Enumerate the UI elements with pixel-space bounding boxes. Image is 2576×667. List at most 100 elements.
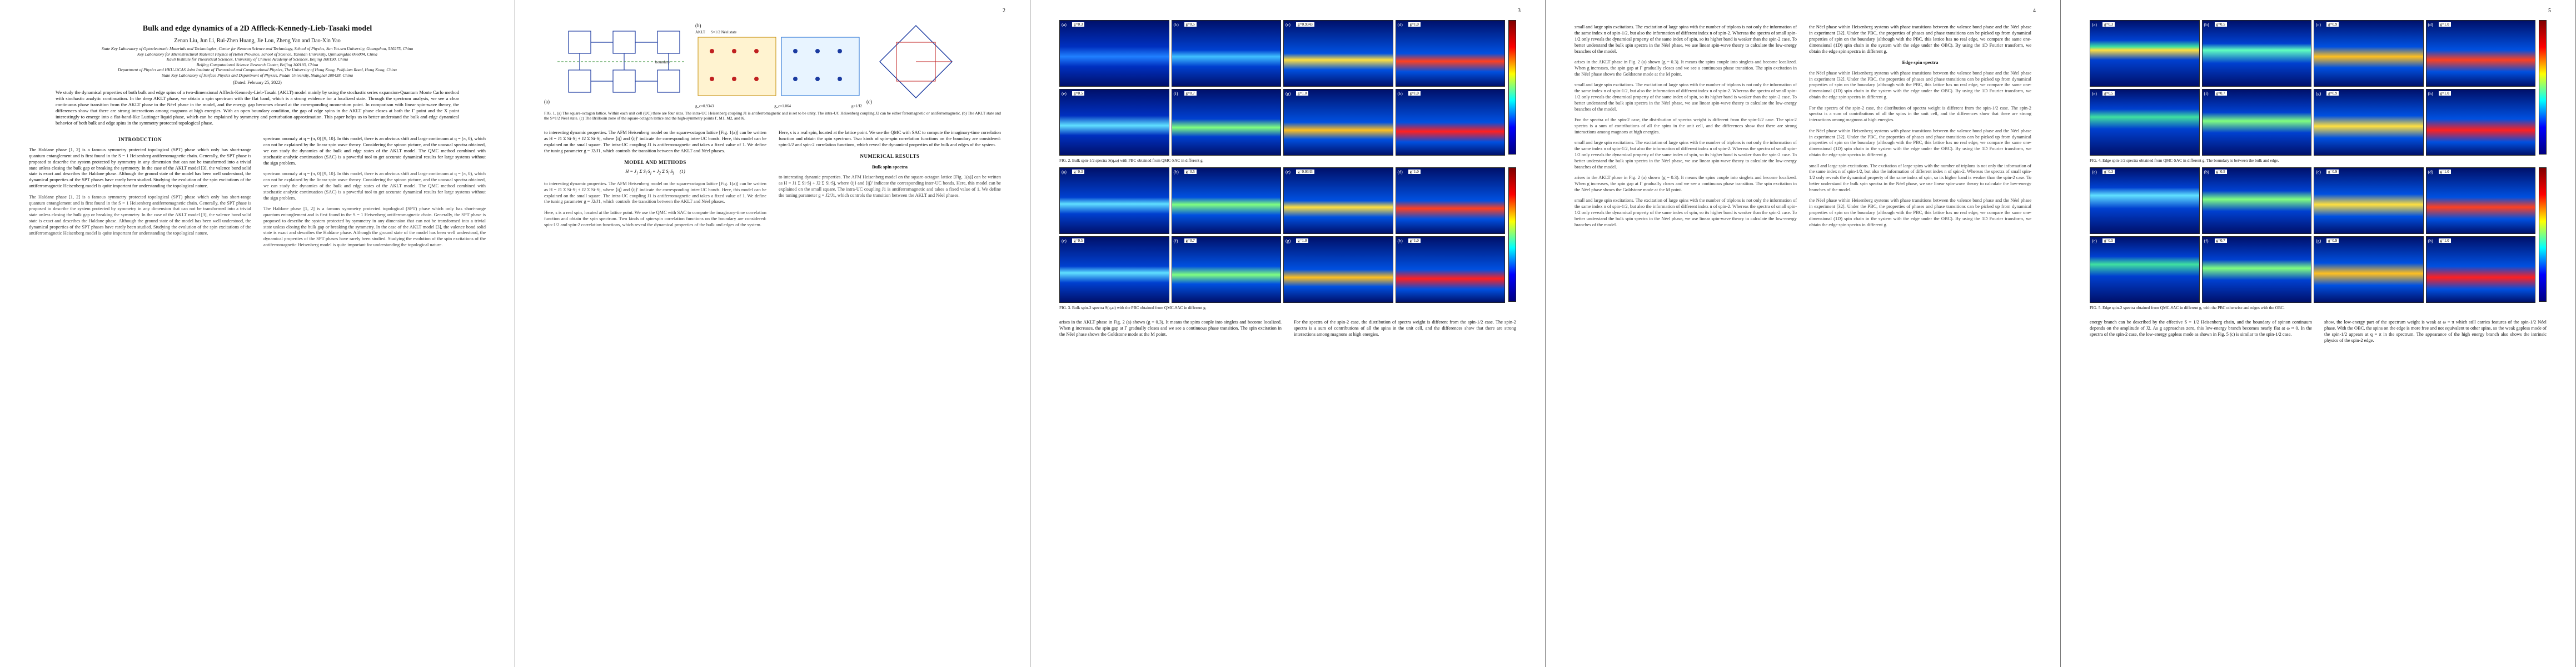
p4-right-text-6: the Néel phase within Heisenberg systems… bbox=[1809, 198, 2031, 228]
fig2-grid: (a) g=0.3 (b) g=0.5 (c) g=0.9343 (d) g=1.0 (… bbox=[1059, 20, 1505, 156]
fig5-panel-c: (c) g=0.9 bbox=[2314, 167, 2424, 235]
fig3-panel-h: (h) g=1.0 bbox=[1395, 236, 1505, 303]
fig5-panel-d: (d) g=1.0 bbox=[2425, 167, 2535, 235]
p4-left-text-6: arises in the AKLT phase in Fig. 2 (a) s… bbox=[1575, 175, 1797, 193]
page-5: 5 (a) g=0.3 (b) g=0.5 (c) g=0.9 (d) g=1.0 (e… bbox=[2061, 0, 2576, 667]
fig2-panel-h: (h) g=1.0 bbox=[1395, 89, 1505, 156]
fig1-caption: FIG. 1. (a) The square-octagon lattice. … bbox=[544, 111, 1001, 121]
fig4-panel-f: (f) g=0.7 bbox=[2201, 89, 2311, 156]
fig5-grid: (a) g=0.3 (b) g=0.5 (c) g=0.9 (d) g=1.0 (e) g… bbox=[2090, 167, 2535, 303]
fig5-panel-h: (h) g=1.0 bbox=[2425, 236, 2535, 303]
p4-right-text-4: the Néel phase within Heisenberg systems… bbox=[1809, 128, 2031, 158]
page-number: 2 bbox=[1003, 8, 1005, 14]
fig5-panel-b: (b) g=0.5 bbox=[2201, 167, 2311, 235]
fig2-panel-e: (e) g=0.5 bbox=[1059, 89, 1169, 156]
aklt-neel-states bbox=[697, 37, 860, 96]
p4-right-text-3: For the spectra of the spin-2 case, the … bbox=[1809, 105, 2031, 123]
hamiltonian-eq: H = J1 Σ Si·Sj + J2 Σ Si·Sj (1) bbox=[625, 168, 685, 176]
fig3-grid: (a) g=0.3 (b) g=0.5 (c) g=0.9343 (d) g=1.0 (… bbox=[1059, 167, 1505, 303]
fig1-panel-c: (c) bbox=[866, 20, 958, 106]
fig4-panel-a: (a) g=0.3 bbox=[2090, 20, 2200, 87]
p4-right-text-2: the Néel phase within Heisenberg systems… bbox=[1809, 70, 2031, 100]
affiliation-2: Key Laboratory for Microstructural Mater… bbox=[137, 51, 377, 57]
fig3-colorbar bbox=[1508, 167, 1516, 302]
intro-paragraph-right: spectrum anomaly at q = (π, 0) [9, 10]. … bbox=[263, 136, 486, 166]
p4-left-text-3: small and large spin excitations. The ex… bbox=[1575, 82, 1797, 112]
p2-right-text: Here, s is a real spin, located at the l… bbox=[779, 130, 1001, 148]
fig4-grid: (a) g=0.3 (b) g=0.5 (c) g=0.9 (d) g=1.0 (e) g… bbox=[2090, 20, 2535, 156]
p4-right-text: the Néel phase within Heisenberg systems… bbox=[1809, 24, 2031, 54]
figure-1: (a) boundary (b) AKLT S=1/2 Néel state bbox=[544, 20, 1001, 108]
fig4-panel-g: (g) g=0.9 bbox=[2314, 89, 2424, 156]
fig2-panel-b: (b) g=0.5 bbox=[1171, 20, 1281, 87]
page-2: 2 (a) boundary (b) AKLT S=1/2 Néel state bbox=[515, 0, 1030, 667]
fig3-caption: FIG. 3. Bulk spin-2 spectra S(q,ω) with … bbox=[1059, 305, 1207, 311]
p3-right-text: For the spectra of the spin-2 case, the … bbox=[1294, 320, 1516, 337]
fig2-panel-f: (f) g=0.7 bbox=[1171, 89, 1281, 156]
fig4-panel-b: (b) g=0.5 bbox=[2201, 20, 2311, 87]
p4-left-text-4: For the spectra of the spin-2 case, the … bbox=[1575, 117, 1797, 135]
intro-paragraph-2: The Haldane phase [1, 2] is a famous sym… bbox=[29, 194, 251, 236]
fig4-panel-e: (e) g=0.5 bbox=[2090, 89, 2200, 156]
fig5-panel-e: (e) g=0.5 bbox=[2090, 236, 2200, 303]
page-3: 3 (a) g=0.3 (b) g=0.5 (c) g=0.9343 (d) g=1.0… bbox=[1030, 0, 1546, 667]
fig1-panel-b: (b) AKLT S=1/2 Néel state g_c=0.9343 g_c… bbox=[695, 23, 862, 108]
p4-right-text-5: small and large spin excitations. The ex… bbox=[1809, 163, 2031, 193]
fig4-caption: FIG. 4. Edge spin-1/2 spectra obtained f… bbox=[2090, 158, 2279, 163]
affiliation-6: State Key Laboratory of Surface Physics … bbox=[161, 72, 353, 78]
p5-left-text: energy branch can be described by the ef… bbox=[2090, 320, 2312, 337]
fig3-panel-d: (d) g=1.0 bbox=[1395, 167, 1505, 235]
affiliation-3: Kavli Institute for Theoretical Sciences… bbox=[166, 57, 348, 62]
p2-left-text: to interesting dynamic properties. The A… bbox=[544, 130, 766, 153]
paper-title: Bulk and edge dynamics of a 2D Affleck-K… bbox=[142, 24, 372, 33]
p3-left-text: arises in the AKLT phase in Fig. 2 (a) s… bbox=[1059, 320, 1282, 337]
affiliation-4: Beijing Computational Science Research C… bbox=[196, 62, 318, 67]
intro-paragraph: The Haldane phase [1, 2] is a famous sym… bbox=[29, 147, 251, 189]
fig1-panel-a: (a) boundary bbox=[544, 20, 691, 106]
page-1: Bulk and edge dynamics of a 2D Affleck-K… bbox=[0, 0, 515, 667]
p4-left-text-7: small and large spin excitations. The ex… bbox=[1575, 198, 1797, 228]
fig4-colorbar bbox=[2539, 20, 2547, 155]
section-model: MODEL AND METHODS bbox=[624, 159, 686, 165]
brillouin-zone bbox=[879, 25, 953, 98]
subsection-bulk: Bulk spin spectra bbox=[872, 163, 908, 170]
fig5-panel-g: (g) g=0.9 bbox=[2314, 236, 2424, 303]
fig3-panel-c: (c) g=0.9343 bbox=[1283, 167, 1393, 235]
fig2-panel-d: (d) g=1.0 bbox=[1395, 20, 1505, 87]
abstract: We study the dynamical properties of bot… bbox=[56, 89, 459, 126]
date: (Dated: February 25, 2022) bbox=[233, 79, 282, 85]
fig4-panel-d: (d) g=1.0 bbox=[2425, 20, 2535, 87]
page-number: 3 bbox=[1518, 8, 1521, 14]
p2-right-text-2: to interesting dynamic properties. The A… bbox=[779, 175, 1001, 198]
fig3-panel-e: (e) g=0.5 bbox=[1059, 236, 1169, 303]
page-4: 4 small and large spin excitations. The … bbox=[1546, 0, 2061, 667]
page-number: 5 bbox=[2548, 8, 2551, 14]
authors: Zenan Liu, Jun Li, Rui-Zhen Huang, Jie L… bbox=[174, 38, 341, 44]
fig5-panel-a: (a) g=0.3 bbox=[2090, 167, 2200, 235]
fig2-panel-g: (g) g=1.0 bbox=[1283, 89, 1393, 156]
fig3-panel-g: (g) g=1.0 bbox=[1283, 236, 1393, 303]
intro-paragraph-right-2: spectrum anomaly at q = (π, 0) [9, 10]. … bbox=[263, 171, 486, 201]
fig5-colorbar bbox=[2539, 167, 2547, 302]
section-numerical: NUMERICAL RESULTS bbox=[860, 153, 920, 159]
fig4-panel-c: (c) g=0.9 bbox=[2314, 20, 2424, 87]
p2-left-text-3: Here, s is a real spin, located at the l… bbox=[544, 210, 766, 227]
intro-paragraph-right-3: The Haldane phase [1, 2] is a famous sym… bbox=[263, 206, 486, 248]
affiliation-1: State Key Laboratory of Optoelectronic M… bbox=[101, 46, 413, 51]
p4-left-text-5: small and large spin excitations. The ex… bbox=[1575, 140, 1797, 170]
fig3-panel-f: (f) g=0.7 bbox=[1171, 236, 1281, 303]
page-number: 4 bbox=[2033, 8, 2036, 14]
fig5-caption: FIG. 5. Edge spin-2 spectra obtained fro… bbox=[2090, 305, 2285, 311]
fig2-colorbar bbox=[1508, 20, 1516, 155]
p5-right-text: show, the low-energy part of the spectru… bbox=[2324, 320, 2547, 343]
neel-label: S=1/2 Néel state bbox=[711, 30, 737, 34]
section-intro: INTRODUCTION bbox=[118, 136, 162, 142]
p4-left-text-2: arises in the AKLT phase in Fig. 2 (a) s… bbox=[1575, 59, 1797, 77]
aklt-label: AKLT bbox=[695, 30, 706, 34]
subsection-edge: Edge spin spectra bbox=[1902, 59, 1939, 66]
p2-left-text-2: to interesting dynamic properties. The A… bbox=[544, 181, 766, 205]
fig2-panel-c: (c) g=0.9343 bbox=[1283, 20, 1393, 87]
fig2-panel-a: (a) g=0.3 bbox=[1059, 20, 1169, 87]
affiliation-5: Department of Physics and HKU-UCAS Joint… bbox=[118, 67, 397, 73]
square-octagon-lattice bbox=[557, 31, 685, 93]
